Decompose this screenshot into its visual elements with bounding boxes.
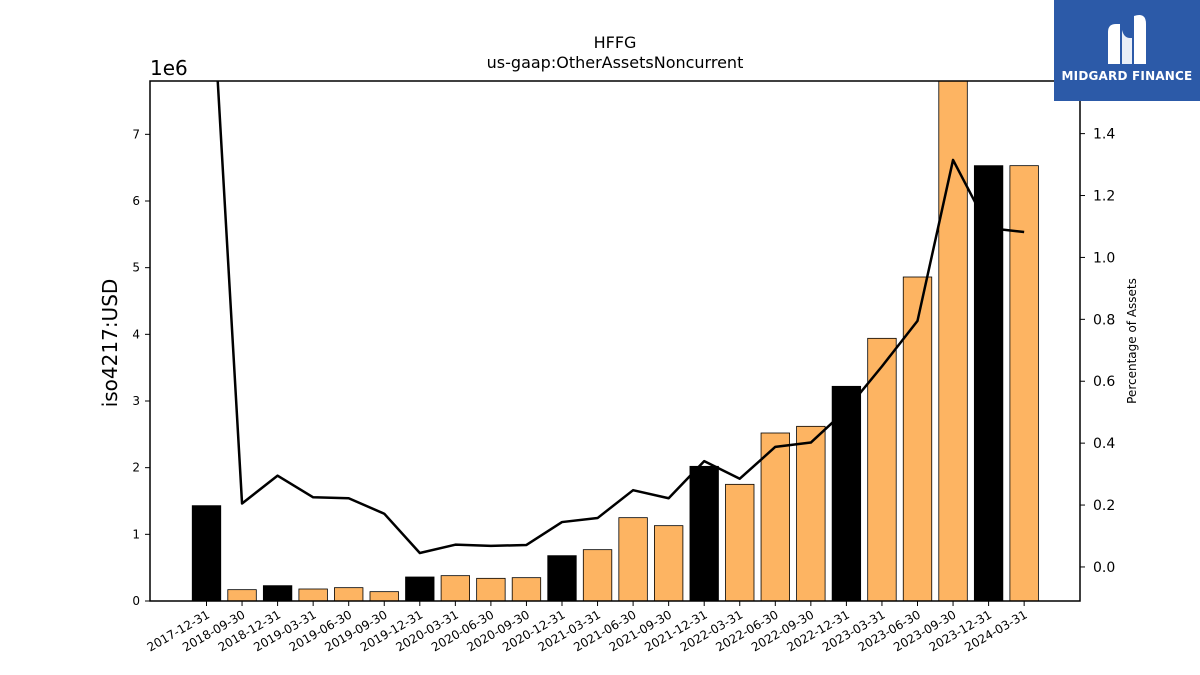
bar-2018-12-31: [262, 585, 293, 601]
bar-2020-03-31: [440, 575, 471, 601]
midgard-finance-logo: MIDGARD FINANCE: [1054, 0, 1200, 101]
bar-2022-03-31: [725, 483, 755, 601]
bar-2023-06-30: [902, 276, 933, 601]
percentage-line: [216, 81, 1025, 555]
y2-tick-label: 0.0: [1093, 560, 1115, 576]
plot-frame: [149, 80, 1081, 602]
axes-layer: 012345670.00.20.40.60.81.01.21.42017-12-…: [132, 80, 1115, 654]
y-tick-label: 5: [132, 261, 140, 275]
y-tick-label: 2: [132, 461, 140, 475]
bar-2019-12-31: [405, 576, 435, 601]
y2-tick-label: 1.2: [1093, 189, 1115, 205]
bar-2019-03-31: [298, 588, 328, 601]
bar-2021-09-30: [654, 525, 684, 601]
y-tick-label: 6: [132, 194, 140, 208]
y-tick-label: 4: [132, 327, 140, 341]
y-tick-label: 7: [132, 127, 140, 141]
bar-2022-12-31: [831, 385, 862, 601]
bar-2018-09-30: [227, 589, 257, 601]
y-axis-label: iso4217:USD: [98, 279, 122, 408]
bar-2019-06-30: [334, 587, 364, 601]
y-tick-label: 0: [132, 594, 140, 608]
y2-tick-label: 0.8: [1093, 312, 1115, 328]
y2-tick-label: 1.4: [1093, 127, 1115, 143]
y2-tick-label: 0.6: [1093, 374, 1115, 390]
y-tick-label: 3: [132, 394, 140, 408]
bar-2022-09-30: [796, 425, 826, 601]
bars-layer: [191, 81, 1039, 601]
y-tick-label: 1: [132, 527, 140, 541]
y2-tick-label: 1.0: [1093, 250, 1115, 266]
bar-2024-03-31: [1009, 165, 1039, 601]
y2-tick-label: 0.4: [1093, 436, 1115, 452]
bar-2020-09-30: [511, 577, 542, 601]
bar-2023-03-31: [867, 337, 897, 601]
bar-2019-09-30: [369, 591, 399, 601]
bar-2020-06-30: [476, 577, 506, 601]
line-layer: [216, 81, 1025, 555]
bar-2022-06-30: [760, 432, 790, 601]
bar-2023-09-30: [938, 81, 968, 601]
y2-tick-label: 0.2: [1093, 498, 1115, 514]
chart-title: HFFG: [594, 33, 637, 52]
bar-2020-12-31: [547, 555, 577, 601]
y-scale-label: 1e6: [150, 56, 188, 80]
bar-2023-12-31: [973, 165, 1004, 601]
bar-2021-12-31: [689, 465, 719, 601]
bar-2021-03-31: [582, 549, 613, 601]
chart-subtitle: us-gaap:OtherAssetsNoncurrent: [487, 53, 744, 72]
logo-mark-icon: [1108, 15, 1146, 64]
bar-2021-06-30: [618, 517, 648, 601]
bar-2017-12-31: [191, 505, 222, 601]
y2-axis-label: Percentage of Assets: [1125, 278, 1139, 404]
logo-text: MIDGARD FINANCE: [1061, 69, 1193, 83]
